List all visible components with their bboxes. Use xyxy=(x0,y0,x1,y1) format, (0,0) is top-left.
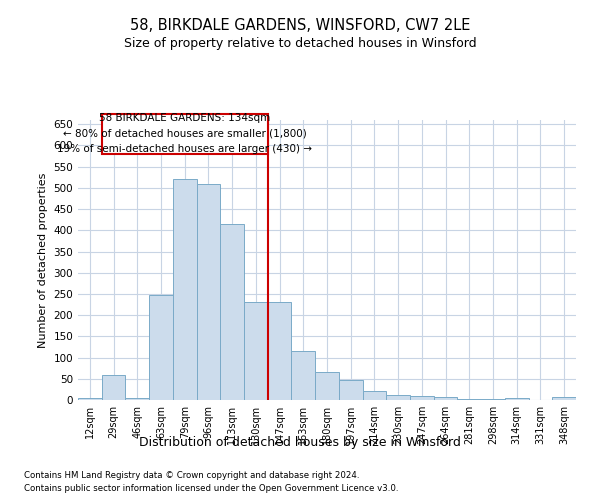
Bar xyxy=(268,302,292,400)
Text: Contains public sector information licensed under the Open Government Licence v3: Contains public sector information licen… xyxy=(24,484,398,493)
Bar xyxy=(505,398,529,400)
Y-axis label: Number of detached properties: Number of detached properties xyxy=(38,172,48,348)
Bar xyxy=(149,295,173,400)
Bar xyxy=(457,398,481,400)
Bar xyxy=(315,372,339,400)
Bar xyxy=(339,380,362,400)
Bar xyxy=(244,302,268,400)
Text: 58, BIRKDALE GARDENS, WINSFORD, CW7 2LE: 58, BIRKDALE GARDENS, WINSFORD, CW7 2LE xyxy=(130,18,470,32)
Bar xyxy=(173,180,197,400)
Bar xyxy=(434,398,457,400)
Bar xyxy=(481,398,505,400)
Bar xyxy=(386,395,410,400)
Bar xyxy=(362,390,386,400)
Bar xyxy=(220,224,244,400)
Bar xyxy=(197,184,220,400)
Text: Distribution of detached houses by size in Winsford: Distribution of detached houses by size … xyxy=(139,436,461,449)
Bar xyxy=(102,374,125,400)
Bar xyxy=(78,398,102,400)
Bar xyxy=(410,396,434,400)
Bar xyxy=(292,351,315,400)
Bar xyxy=(552,398,576,400)
Bar xyxy=(125,398,149,400)
Text: Contains HM Land Registry data © Crown copyright and database right 2024.: Contains HM Land Registry data © Crown c… xyxy=(24,471,359,480)
Text: 58 BIRKDALE GARDENS: 134sqm
← 80% of detached houses are smaller (1,800)
19% of : 58 BIRKDALE GARDENS: 134sqm ← 80% of det… xyxy=(57,113,312,154)
FancyBboxPatch shape xyxy=(102,114,268,154)
Text: Size of property relative to detached houses in Winsford: Size of property relative to detached ho… xyxy=(124,38,476,51)
